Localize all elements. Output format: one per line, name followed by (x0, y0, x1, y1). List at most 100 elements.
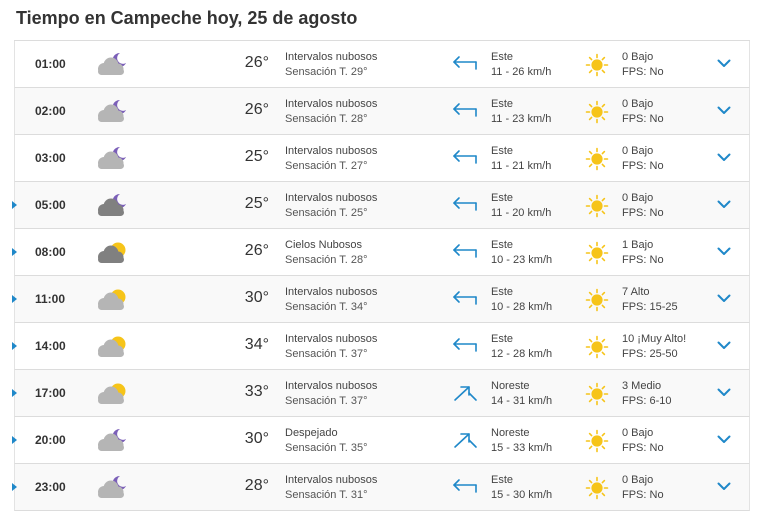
forecast-row[interactable]: 03:00 25° Intervalos nubosos Sensación T… (14, 135, 750, 182)
sun-uv-icon (585, 476, 609, 500)
sun-uv-icon (585, 241, 609, 265)
chevron-down-icon[interactable] (715, 383, 733, 401)
wind-block: Este 10 - 23 km/h (491, 238, 552, 268)
wind-block: Este 15 - 30 km/h (491, 473, 552, 503)
sun-uv-icon (585, 100, 609, 124)
sun-uv-icon (585, 382, 609, 406)
hour-label: 20:00 (35, 433, 66, 447)
page-title: Tiempo en Campeche hoy, 25 de agosto (16, 8, 358, 28)
feels-like-text: Sensación T. 35° (285, 442, 368, 454)
expand-caret-icon[interactable] (12, 483, 17, 491)
feels-like-text: Sensación T. 37° (285, 395, 368, 407)
feels-like-text: Sensación T. 37° (285, 348, 368, 360)
hourly-forecast-table: 01:00 26° Intervalos nubosos Sensación T… (12, 40, 750, 511)
hour-label: 01:00 (35, 57, 66, 71)
expand-caret-icon[interactable] (12, 295, 17, 303)
hour-label: 23:00 (35, 480, 66, 494)
uv-index-text: 7 Alto (622, 286, 650, 298)
forecast-row[interactable]: 20:00 30° Despejado Sensación T. 35° Nor… (12, 417, 750, 464)
weather-icon (98, 99, 126, 122)
forecast-row[interactable]: 02:00 26° Intervalos nubosos Sensación T… (14, 88, 750, 135)
fps-text: FPS: No (622, 160, 664, 172)
expand-caret-icon[interactable] (12, 436, 17, 444)
weather-icon (98, 475, 126, 498)
sun-uv-icon (585, 429, 609, 453)
chevron-down-icon[interactable] (715, 289, 733, 307)
wind-speed-text: 10 - 28 km/h (491, 301, 553, 313)
wind-speed-text: 14 - 31 km/h (491, 395, 553, 407)
wind-direction-text: Este (491, 145, 514, 157)
uv-block: 0 Bajo FPS: No (622, 144, 664, 174)
fps-text: FPS: No (622, 489, 664, 501)
wind-block: Este 11 - 26 km/h (491, 50, 551, 80)
fps-text: FPS: No (622, 207, 664, 219)
hour-label: 03:00 (35, 151, 66, 165)
condition-text: Intervalos nubosos (285, 333, 378, 345)
feels-like-text: Sensación T. 28° (285, 113, 368, 125)
expand-caret-icon[interactable] (12, 342, 17, 350)
temperature: 28° (244, 477, 269, 494)
condition-block: Intervalos nubosos Sensación T. 29° (285, 50, 377, 80)
fps-text: FPS: No (622, 254, 664, 266)
wind-direction-icon (453, 244, 477, 258)
wind-direction-text: Este (491, 192, 514, 204)
chevron-down-icon[interactable] (715, 242, 733, 260)
forecast-row[interactable]: 23:00 28° Intervalos nubosos Sensación T… (12, 464, 750, 511)
forecast-row[interactable]: 05:00 25° Intervalos nubosos Sensación T… (12, 182, 750, 229)
fps-text: FPS: No (622, 442, 664, 454)
sun-uv-icon (585, 288, 609, 312)
wind-direction-icon (453, 103, 477, 117)
expand-caret-icon[interactable] (12, 201, 17, 209)
temperature: 25° (244, 148, 269, 165)
hour-label: 17:00 (35, 386, 66, 400)
wind-direction-text: Este (491, 333, 514, 345)
uv-index-text: 0 Bajo (622, 98, 654, 110)
uv-block: 0 Bajo FPS: No (622, 191, 664, 221)
weather-icon (98, 242, 126, 263)
uv-block: 0 Bajo FPS: No (622, 426, 664, 456)
forecast-row[interactable]: 17:00 33° Intervalos nubosos Sensación T… (12, 370, 750, 417)
condition-block: Intervalos nubosos Sensación T. 27° (285, 144, 377, 174)
chevron-down-icon[interactable] (715, 195, 733, 213)
wind-block: Este 11 - 23 km/h (491, 97, 551, 127)
chevron-down-icon[interactable] (715, 54, 733, 72)
wind-block: Este 10 - 28 km/h (491, 285, 552, 315)
wind-speed-text: 15 - 30 km/h (491, 489, 553, 501)
temperature: 26° (244, 242, 269, 259)
wind-speed-text: 15 - 33 km/h (491, 442, 553, 454)
feels-like-text: Sensación T. 28° (285, 254, 368, 266)
weather-icon (98, 146, 126, 169)
wind-block: Noreste 15 - 33 km/h (491, 426, 552, 456)
condition-block: Intervalos nubosos Sensación T. 34° (285, 285, 377, 315)
condition-block: Intervalos nubosos Sensación T. 31° (285, 473, 377, 503)
uv-index-text: 0 Bajo (622, 427, 654, 439)
weather-icon (98, 336, 126, 357)
fps-text: FPS: 15-25 (622, 301, 678, 313)
condition-block: Intervalos nubosos Sensación T. 37° (285, 379, 377, 409)
hour-label: 11:00 (35, 292, 66, 306)
chevron-down-icon[interactable] (715, 101, 733, 119)
chevron-down-icon[interactable] (715, 477, 733, 495)
condition-text: Intervalos nubosos (285, 286, 378, 298)
chevron-down-icon[interactable] (715, 148, 733, 166)
temperature: 34° (244, 336, 269, 353)
expand-caret-icon[interactable] (12, 389, 17, 397)
sun-uv-icon (585, 335, 609, 359)
expand-caret-icon[interactable] (12, 248, 17, 256)
uv-index-text: 3 Medio (622, 380, 662, 392)
uv-index-text: 1 Bajo (622, 239, 654, 251)
forecast-row[interactable]: 14:00 34° Intervalos nubosos Sensación T… (12, 323, 750, 370)
forecast-row[interactable]: 08:00 26° Cielos Nubosos Sensación T. 28… (12, 229, 750, 276)
uv-block: 7 Alto FPS: 15-25 (622, 285, 678, 315)
chevron-down-icon[interactable] (715, 336, 733, 354)
wind-block: Noreste 14 - 31 km/h (491, 379, 552, 409)
wind-speed-text: 11 - 20 km/h (491, 207, 552, 219)
uv-index-text: 0 Bajo (622, 192, 654, 204)
feels-like-text: Sensación T. 27° (285, 160, 368, 172)
wind-direction-icon (453, 197, 477, 211)
forecast-row[interactable]: 11:00 30° Intervalos nubosos Sensación T… (12, 276, 750, 323)
wind-direction-text: Este (491, 239, 514, 251)
weather-icon (98, 428, 126, 451)
forecast-row[interactable]: 01:00 26° Intervalos nubosos Sensación T… (14, 41, 750, 88)
chevron-down-icon[interactable] (715, 430, 733, 448)
